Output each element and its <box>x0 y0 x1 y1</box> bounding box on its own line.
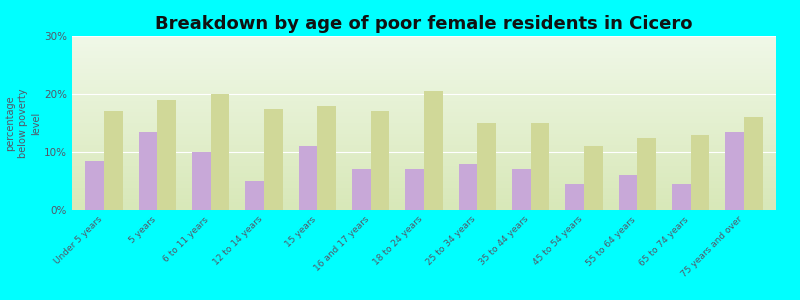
Bar <box>478 123 496 210</box>
Title: Breakdown by age of poor female residents in Cicero: Breakdown by age of poor female resident… <box>155 15 693 33</box>
Bar <box>298 146 318 210</box>
Bar <box>512 169 530 210</box>
Y-axis label: percentage
below poverty
level: percentage below poverty level <box>5 88 42 158</box>
Bar <box>690 135 710 210</box>
Bar <box>672 184 690 210</box>
Bar <box>138 132 158 210</box>
Bar <box>424 91 442 210</box>
Bar <box>370 111 390 210</box>
Bar <box>638 137 656 210</box>
Bar <box>530 123 550 210</box>
Bar <box>458 164 478 210</box>
Bar <box>318 106 336 210</box>
Bar <box>192 152 210 210</box>
Bar <box>406 169 424 210</box>
Bar <box>104 111 122 210</box>
Bar <box>86 161 104 210</box>
Bar <box>726 132 744 210</box>
Bar <box>210 94 230 210</box>
Bar <box>618 175 638 210</box>
Bar <box>158 100 176 210</box>
Bar <box>352 169 370 210</box>
Bar <box>264 109 282 210</box>
Bar <box>584 146 602 210</box>
Bar <box>246 181 264 210</box>
Bar <box>744 117 762 210</box>
Bar <box>566 184 584 210</box>
